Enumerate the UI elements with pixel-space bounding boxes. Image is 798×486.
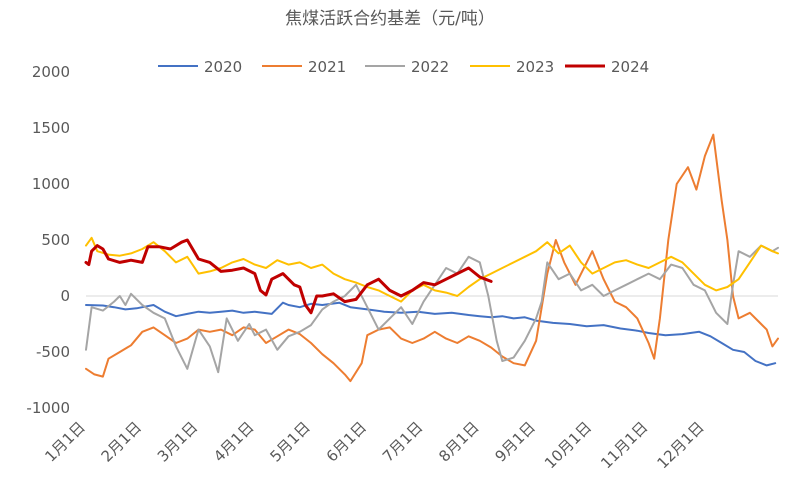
x-tick-label: 1月1日 [41, 418, 88, 465]
x-tick-label: 6月1日 [323, 418, 370, 465]
series-line-2021 [85, 133, 779, 383]
legend-item-2022: 2022 [365, 58, 449, 76]
y-tick-label: 0 [60, 287, 70, 305]
chart-title: 焦煤活跃合约基差（元/吨） [285, 9, 495, 29]
y-tick-label: 1000 [32, 175, 70, 193]
series-line-2022 [85, 244, 779, 374]
x-tick-label: 9月1日 [491, 418, 538, 465]
x-axis: 1月1日 2月1日 3月1日 4月1日 5月1日 6月1日 7月1日 8月1日 9月1日 10月1… [41, 418, 707, 472]
legend-item-2024: 2024 [565, 58, 649, 76]
series-line-2024 [84, 238, 493, 315]
y-tick-label: 1500 [32, 119, 70, 137]
x-tick-label: 4月1日 [210, 418, 257, 465]
x-tick-label: 7月1日 [379, 418, 426, 465]
x-tick-label: 2月1日 [98, 418, 145, 465]
legend-item-2021: 2021 [262, 58, 346, 76]
x-tick-label: 3月1日 [154, 418, 201, 465]
y-tick-label: 500 [41, 231, 70, 249]
x-tick-label: 11月1日 [597, 418, 651, 472]
x-tick-label: 5月1日 [266, 418, 313, 465]
series-line-2023 [85, 236, 779, 303]
legend-item-2023: 2023 [470, 58, 554, 76]
y-axis: -1000 -500 0 500 1000 1500 2000 [26, 63, 70, 417]
y-tick-label: -500 [36, 343, 70, 361]
x-tick-label: 12月1日 [653, 418, 707, 472]
legend-label: 2023 [516, 58, 554, 76]
x-tick-label: 8月1日 [435, 418, 482, 465]
legend-label: 2021 [308, 58, 346, 76]
series-layer [84, 133, 779, 383]
legend-label: 2024 [611, 58, 649, 76]
chart-legend: 2020 2021 2022 2023 2024 [158, 58, 649, 76]
legend-label: 2020 [204, 58, 242, 76]
y-tick-label: -1000 [26, 399, 70, 417]
y-tick-label: 2000 [32, 63, 70, 81]
legend-item-2020: 2020 [158, 58, 242, 76]
series-line-2020 [85, 301, 777, 367]
x-tick-label: 10月1日 [541, 418, 595, 472]
legend-label: 2022 [411, 58, 449, 76]
